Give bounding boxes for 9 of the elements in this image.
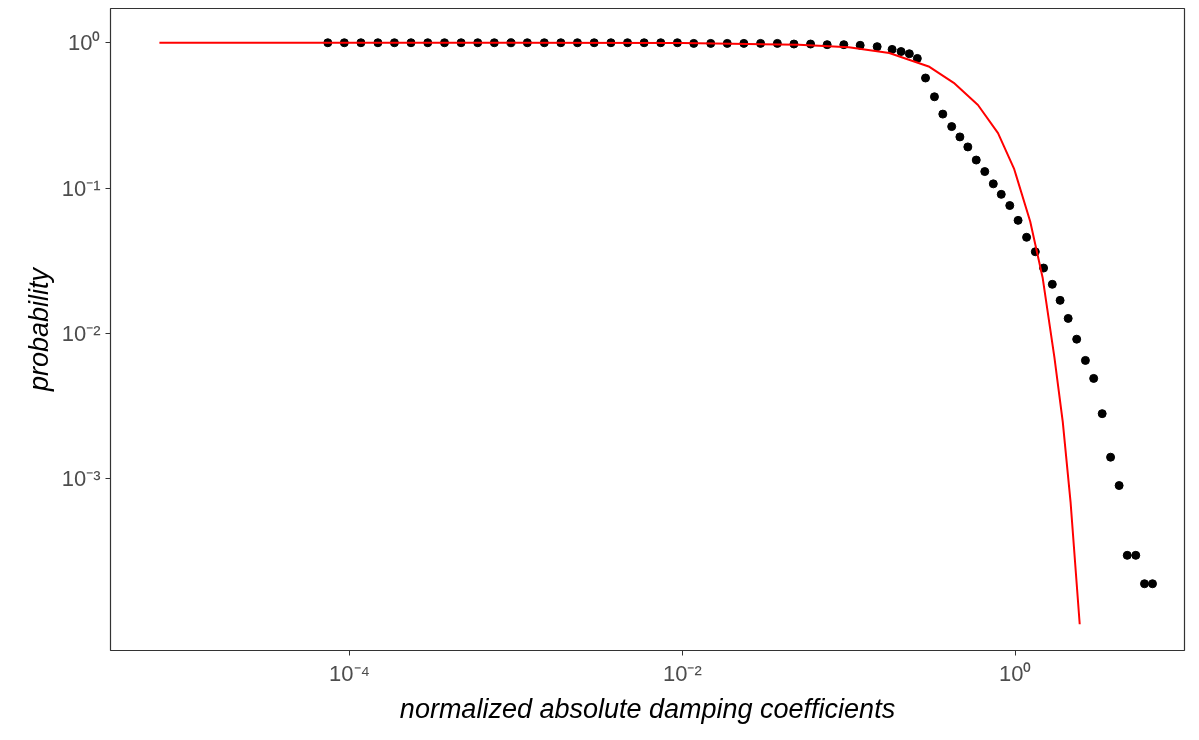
x-axis-title: normalized absolute damping coefficients [399,693,896,724]
y-tick-label: 10⁻² [61,321,101,346]
x-tick-label: 10⁻² [663,660,702,686]
y-tick-label: 10⁻¹ [61,175,101,201]
y-tick-label: 10⁰ [68,30,101,56]
x-tick-label: 10⁻⁴ [329,660,371,686]
y-axis-title: probability [23,266,54,393]
y-tick-label: 10⁻³ [61,466,101,492]
x-tick-label: 10⁰ [999,660,1032,686]
